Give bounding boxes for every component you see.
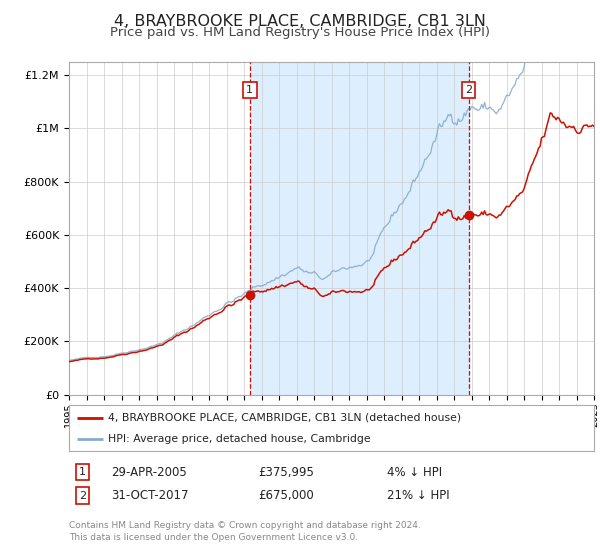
Text: 4% ↓ HPI: 4% ↓ HPI	[387, 465, 442, 479]
Text: 4, BRAYBROOKE PLACE, CAMBRIDGE, CB1 3LN (detached house): 4, BRAYBROOKE PLACE, CAMBRIDGE, CB1 3LN …	[109, 413, 461, 423]
Text: Contains HM Land Registry data © Crown copyright and database right 2024.
This d: Contains HM Land Registry data © Crown c…	[69, 521, 421, 542]
Bar	[250, 62, 469, 395]
Text: £375,995: £375,995	[258, 465, 314, 479]
Text: 2: 2	[465, 85, 472, 95]
Text: Price paid vs. HM Land Registry's House Price Index (HPI): Price paid vs. HM Land Registry's House …	[110, 26, 490, 39]
Text: HPI: Average price, detached house, Cambridge: HPI: Average price, detached house, Camb…	[109, 435, 371, 444]
Text: 21% ↓ HPI: 21% ↓ HPI	[387, 489, 449, 502]
Text: 4, BRAYBROOKE PLACE, CAMBRIDGE, CB1 3LN: 4, BRAYBROOKE PLACE, CAMBRIDGE, CB1 3LN	[114, 14, 486, 29]
Text: 31-OCT-2017: 31-OCT-2017	[111, 489, 188, 502]
Text: 2: 2	[79, 491, 86, 501]
Text: 1: 1	[79, 467, 86, 477]
Text: £675,000: £675,000	[258, 489, 314, 502]
Text: 29-APR-2005: 29-APR-2005	[111, 465, 187, 479]
Text: 1: 1	[246, 85, 253, 95]
